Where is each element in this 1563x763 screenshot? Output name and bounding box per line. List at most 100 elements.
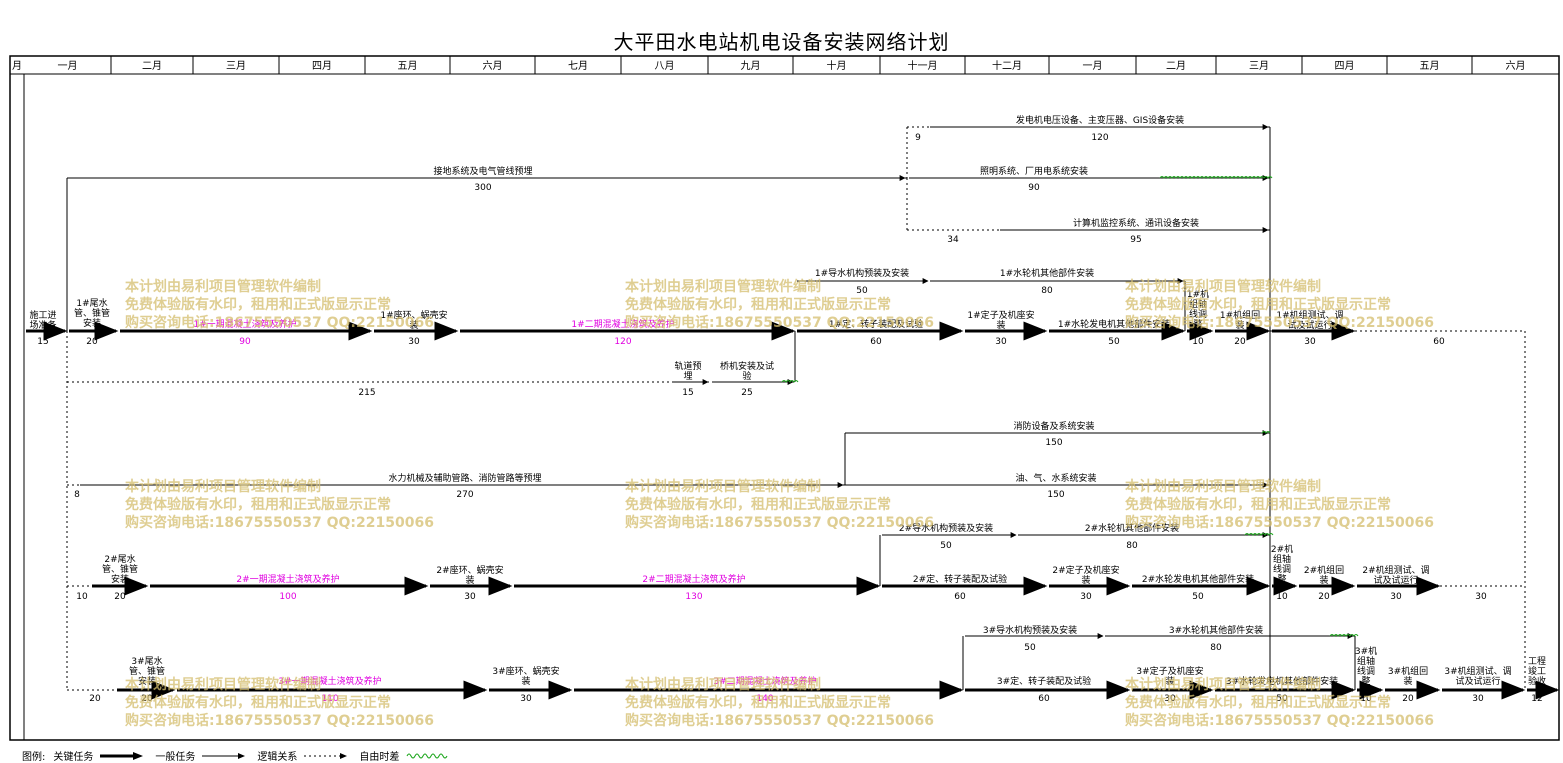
label-line: 计算机监控系统、通讯设备安装 [1073, 217, 1199, 229]
task-label-fadianji: 发电机电压设备、主变压器、GIS设备安装 [1016, 114, 1184, 126]
task-label-u1-dingzhuan: 1#定、转子装配及试验 [829, 318, 923, 330]
month-label: 五月 [398, 60, 418, 72]
month-label: 六月 [1506, 60, 1526, 72]
label-line: 整 [1361, 675, 1370, 687]
duration-label-u2-lead: 10 [76, 592, 88, 602]
label-line: 试及试运行 [1287, 319, 1332, 331]
duration-label-u1-yiqi: 90 [239, 337, 251, 347]
label-line: 验 [742, 370, 751, 382]
watermark-line: 购买咨询电话:18675550537 QQ:22150066 [125, 713, 434, 729]
duration-label-guidao: 15 [682, 388, 693, 398]
legend-general-label: 一般任务 [155, 752, 196, 763]
duration-label-u2-huizhuang: 20 [1318, 592, 1330, 602]
label-line: 20 [1402, 694, 1414, 704]
label-line: 20 [89, 694, 101, 704]
watermark: 本计划由易利项目管理软件编制 免费体验版有水印，租用和正式版显示正常 购买咨询电… [125, 478, 434, 532]
task-arrows [26, 124, 1560, 700]
task-label-u1-ceshi: 1#机组测试、调试及试运行 [1276, 309, 1343, 331]
label-line: 8 [74, 490, 80, 500]
label-line: 2#导水机构预装及安装 [899, 522, 993, 534]
legend-float-wave-icon [406, 753, 448, 758]
label-line: 施工进 [29, 309, 56, 321]
label-line: 30 [408, 337, 420, 347]
duration-label-u3-daoshui: 50 [1024, 643, 1036, 653]
month-label: 四月 [1335, 60, 1355, 72]
label-line: 34 [947, 235, 959, 245]
month-label: 八月 [655, 60, 675, 72]
month-label: 十二月 [992, 59, 1022, 72]
label-line: 60 [870, 337, 882, 347]
legend-critical-label: 关键任务 [53, 752, 94, 763]
month-label: 三月 [1249, 60, 1269, 72]
task-label-u3-weishui: 3#尾水管、锥管安装 [129, 655, 165, 687]
watermark-line: 免费体验版有水印，租用和正式版显示正常 [1125, 297, 1391, 313]
duration-label-u1-huizhuang: 20 [1234, 337, 1246, 347]
duration-label-215: 215 [358, 388, 375, 398]
task-label-u2-erqi: 2#二期混凝土浇筑及养护 [642, 573, 745, 585]
duration-label-u3-huizhuang: 20 [1402, 694, 1414, 704]
label-line: 1#尾水 [76, 297, 107, 309]
legend-general: 一般任务 [155, 748, 247, 763]
duration-label-u3-yiqi: 110 [321, 694, 338, 704]
label-line: 20 [1318, 592, 1330, 602]
label-line: 90 [1028, 183, 1040, 193]
duration-label-u2-zuohuan: 30 [464, 592, 476, 602]
label-line: 15 [37, 337, 48, 347]
month-label: 十一月 [908, 59, 938, 72]
label-line: 270 [456, 490, 473, 500]
label-line: 130 [685, 592, 702, 602]
legend-logic-arrow-icon [304, 752, 348, 759]
label-line: 试及试运行 [1455, 675, 1500, 687]
label-line: 1#导水机构预装及安装 [815, 267, 909, 279]
watermark-line: 本计划由易利项目管理软件编制 [125, 677, 321, 693]
duration-label-shigong: 15 [37, 337, 48, 347]
watermark-line: 本计划由易利项目管理软件编制 [1125, 479, 1321, 495]
duration-label-u2-shuilun: 80 [1126, 541, 1138, 551]
label-line: 装 [465, 574, 474, 586]
task-label-u2-yiqi: 2#一期混凝土浇筑及养护 [236, 573, 339, 585]
watermark-line: 本计划由易利项目管理软件编制 [625, 279, 821, 295]
label-line: 安装 [83, 317, 101, 329]
label-line: 线调 [1189, 308, 1207, 320]
label-line: 3#导水机构预装及安装 [983, 624, 1077, 636]
month-label: 九月 [741, 60, 761, 72]
label-line: 1#二期混凝土浇筑及养护 [571, 318, 674, 330]
label-line: 组轴 [1357, 655, 1375, 667]
duration-label-u1-zuohuan: 30 [408, 337, 420, 347]
task-label-u2-zuohuan: 2#座环、蜗壳安装 [436, 564, 503, 586]
task-label-u1-fadian: 1#水轮发电机其他部件安装 [1058, 318, 1170, 330]
label-line: 消防设备及系统安装 [1013, 420, 1094, 432]
task-label-u3-yiqi: 3#一期混凝土浇筑及养护 [278, 675, 381, 687]
label-line: 管、锥管 [129, 665, 165, 677]
label-line: 2#一期混凝土浇筑及养护 [236, 573, 339, 585]
watermark-line: 免费体验版有水印，租用和正式版显示正常 [1125, 497, 1391, 513]
duration-label-u3-zuohuan: 30 [520, 694, 532, 704]
label-line: 水力机械及辅助管路、消防管路等预埋 [388, 472, 541, 484]
label-line: 管、锥管 [74, 307, 110, 319]
label-line: 9 [915, 133, 921, 143]
label-line: 2#水轮发电机其他部件安装 [1142, 573, 1254, 585]
month-label: 四月 [312, 60, 332, 72]
label-line: 3#机组测试、调 [1444, 665, 1511, 677]
task-label-shuili: 水力机械及辅助管路、消防管路等预埋 [388, 472, 541, 484]
label-line: 50 [1192, 592, 1204, 602]
label-line: 3#一期混凝土浇筑及养护 [278, 675, 381, 687]
outer-border [9, 55, 1560, 741]
task-label-u3-fadian: 3#水轮发电机其他部件安装 [1226, 675, 1338, 687]
month-label: 三月 [226, 60, 246, 72]
label-line: 1#座环、蜗壳安 [380, 309, 447, 321]
label-line: 装 [1319, 574, 1328, 586]
label-line: 管、锥管 [102, 563, 138, 575]
watermark-line: 购买咨询电话:18675550537 QQ:22150066 [625, 515, 934, 531]
task-label-u1-erqi: 1#二期混凝土浇筑及养护 [571, 318, 674, 330]
task-label-u1-shuilun: 1#水轮机其他部件安装 [1000, 267, 1094, 279]
label-line: 60 [954, 592, 966, 602]
watermark-line: 免费体验版有水印，租用和正式版显示正常 [125, 695, 391, 711]
label-line: 3#座环、蜗壳安 [492, 665, 559, 677]
label-line: 2#水轮机其他部件安装 [1085, 522, 1179, 534]
watermark: 本计划由易利项目管理软件编制 免费体验版有水印，租用和正式版显示正常 购买咨询电… [125, 676, 434, 730]
duration-label-u1-float: 60 [1433, 337, 1445, 347]
task-label-u1-yiqi: 1#一期混凝土浇筑及养护 [193, 318, 296, 330]
task-label-u2-ceshi: 2#机组测试、调试及试运行 [1362, 564, 1429, 586]
watermark-line: 本计划由易利项目管理软件编制 [125, 279, 321, 295]
